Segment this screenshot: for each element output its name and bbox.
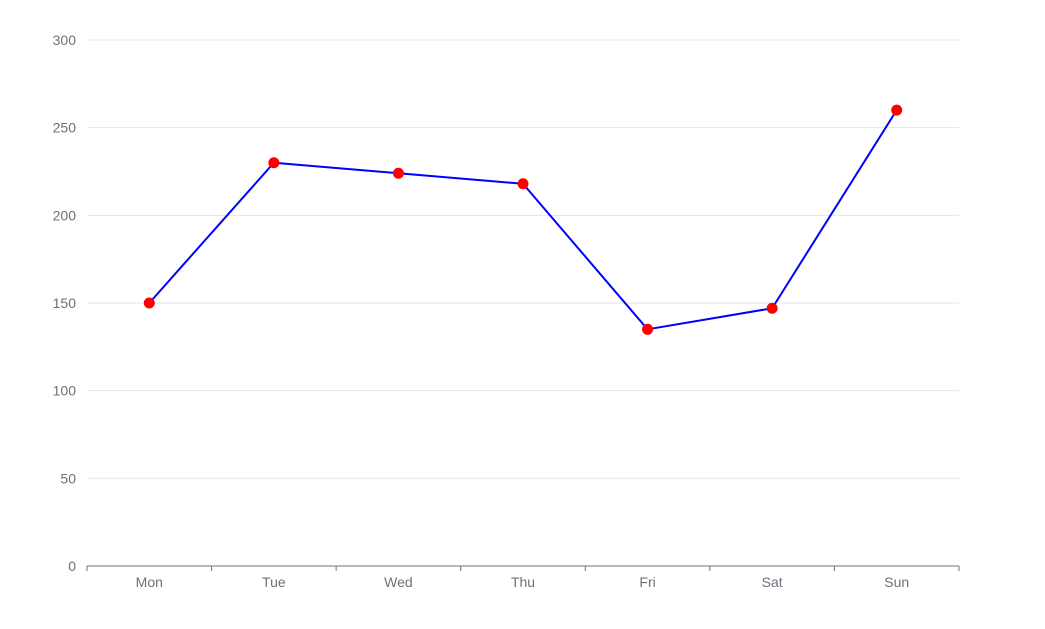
y-tick-label: 100 (53, 383, 77, 399)
grid-lines (87, 39, 959, 479)
x-tick-label: Mon (136, 574, 163, 590)
y-tick-label: 300 (53, 32, 77, 48)
x-tick-label: Tue (262, 574, 286, 590)
x-axis (86, 565, 960, 571)
data-point (268, 157, 280, 169)
y-tick-label: 0 (68, 558, 76, 574)
data-point (891, 104, 903, 116)
data-point (143, 297, 155, 309)
y-tick-label: 200 (53, 207, 77, 223)
x-tick-label: Sun (884, 574, 909, 590)
series-markers (143, 104, 903, 335)
y-tick-label: 50 (60, 470, 76, 486)
data-point (642, 323, 654, 335)
x-tick-label: Sat (762, 574, 783, 590)
x-tick-label: Fri (639, 574, 655, 590)
series-line (148, 109, 898, 331)
data-point (766, 302, 778, 314)
data-point (392, 167, 404, 179)
y-axis-labels: 0 50 100 150 200 250 300 (53, 32, 77, 574)
y-tick-label: 250 (53, 120, 77, 136)
x-axis-labels: Mon Tue Wed Thu Fri Sat Sun (136, 574, 910, 590)
x-tick-label: Wed (384, 574, 413, 590)
x-tick-label: Thu (511, 574, 535, 590)
series-line-group (148, 109, 898, 331)
data-point (517, 178, 529, 190)
y-tick-label: 150 (53, 295, 77, 311)
